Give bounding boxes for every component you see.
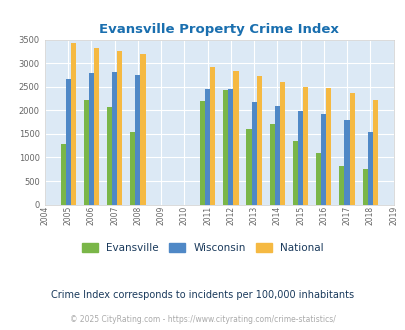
Legend: Evansville, Wisconsin, National: Evansville, Wisconsin, National (80, 241, 325, 255)
Bar (251, 102, 256, 205)
Bar (233, 71, 238, 205)
Bar (372, 100, 377, 205)
Bar (256, 76, 261, 205)
Bar (228, 89, 233, 205)
Bar (140, 54, 145, 205)
Bar (246, 129, 251, 205)
Bar (112, 72, 117, 205)
Bar (303, 87, 307, 205)
Bar (89, 73, 94, 205)
Bar (367, 132, 372, 205)
Bar (205, 89, 210, 205)
Bar (269, 123, 274, 205)
Bar (320, 114, 326, 205)
Bar (199, 101, 205, 205)
Bar (83, 100, 89, 205)
Text: © 2025 CityRating.com - https://www.cityrating.com/crime-statistics/: © 2025 CityRating.com - https://www.city… (70, 315, 335, 324)
Bar (279, 82, 284, 205)
Bar (66, 79, 70, 205)
Text: Crime Index corresponds to incidents per 100,000 inhabitants: Crime Index corresponds to incidents per… (51, 290, 354, 300)
Bar (326, 88, 330, 205)
Bar (292, 141, 297, 205)
Bar (315, 153, 320, 205)
Title: Evansville Property Crime Index: Evansville Property Crime Index (99, 23, 338, 36)
Bar (117, 51, 122, 205)
Bar (343, 120, 349, 205)
Bar (94, 48, 99, 205)
Bar (339, 166, 343, 205)
Bar (362, 169, 367, 205)
Bar (130, 132, 135, 205)
Bar (297, 111, 303, 205)
Bar (135, 75, 140, 205)
Bar (60, 144, 66, 205)
Bar (349, 93, 354, 205)
Bar (210, 67, 215, 205)
Bar (107, 108, 112, 205)
Bar (274, 106, 279, 205)
Bar (70, 43, 76, 205)
Bar (223, 90, 228, 205)
